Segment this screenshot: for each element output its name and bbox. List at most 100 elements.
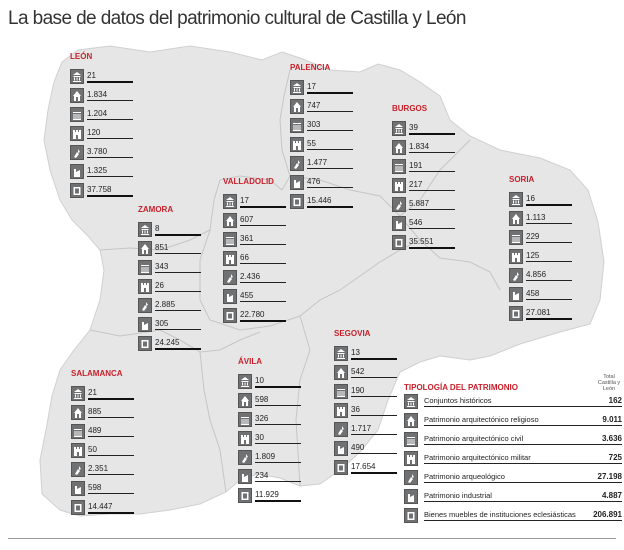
value-label: 5.887 bbox=[409, 199, 455, 210]
value-label: 21 bbox=[87, 71, 133, 83]
religioso-icon bbox=[238, 393, 252, 408]
value-row: 305 bbox=[138, 315, 201, 334]
civil-icon bbox=[138, 260, 152, 275]
value-row: 66 bbox=[223, 249, 286, 268]
value-label: 1.834 bbox=[409, 142, 455, 153]
religioso-icon bbox=[404, 413, 418, 428]
value-row: 11.929 bbox=[238, 486, 301, 505]
value-label: 30 bbox=[255, 433, 301, 444]
value-label: 458 bbox=[526, 289, 572, 300]
bienes-muebles-icon bbox=[392, 235, 406, 250]
value-row: 39 bbox=[392, 119, 455, 138]
value-row: 361 bbox=[223, 230, 286, 249]
value-label: 885 bbox=[88, 407, 134, 418]
civil-icon bbox=[290, 118, 304, 133]
value-label: 455 bbox=[240, 291, 286, 302]
value-row: 343 bbox=[138, 258, 201, 277]
value-row: 14.447 bbox=[71, 498, 134, 517]
militar-icon bbox=[70, 126, 84, 141]
value-label: 326 bbox=[255, 414, 301, 425]
value-label: 17 bbox=[240, 196, 286, 208]
legend-label: Patrimonio arquitectónico religioso bbox=[424, 415, 603, 426]
province-soria: SORIA 16 1.113 229 125 4.856 458 27.081 bbox=[509, 175, 572, 323]
value-row: 21 bbox=[71, 384, 134, 403]
industrial-icon bbox=[70, 164, 84, 179]
value-row: 17.654 bbox=[334, 458, 397, 477]
bienes-muebles-icon bbox=[404, 508, 418, 523]
value-row: 55 bbox=[290, 135, 353, 154]
value-label: 120 bbox=[87, 128, 133, 139]
value-label: 1.204 bbox=[87, 109, 133, 120]
value-row: 8 bbox=[138, 220, 201, 239]
value-row: 303 bbox=[290, 116, 353, 135]
legend-total: 9.011 bbox=[602, 415, 622, 426]
religioso-icon bbox=[70, 88, 84, 103]
value-row: 26 bbox=[138, 277, 201, 296]
value-row: 50 bbox=[71, 441, 134, 460]
industrial-icon bbox=[238, 469, 252, 484]
value-row: 10 bbox=[238, 372, 301, 391]
value-row: 598 bbox=[71, 479, 134, 498]
value-row: 35.551 bbox=[392, 233, 455, 252]
conjuntos-historicos-icon bbox=[290, 80, 304, 95]
value-row: 885 bbox=[71, 403, 134, 422]
province-name: VALLADOLID bbox=[223, 177, 274, 186]
religioso-icon bbox=[334, 365, 348, 380]
province-values: 16 1.113 229 125 4.856 458 27.081 bbox=[509, 190, 572, 323]
conjuntos-historicos-icon bbox=[238, 374, 252, 389]
value-row: 2.351 bbox=[71, 460, 134, 479]
value-row: 1.325 bbox=[70, 162, 133, 181]
value-label: 125 bbox=[526, 251, 572, 262]
industrial-icon bbox=[509, 287, 523, 302]
value-row: 1.834 bbox=[70, 86, 133, 105]
province-name: ZAMORA bbox=[138, 205, 174, 214]
legend-header: TIPOLOGÍA DEL PATRIMONIO Total Castilla … bbox=[404, 374, 622, 392]
legend-label: Bienes muebles de instituciones eclesiás… bbox=[424, 510, 594, 521]
value-row: 476 bbox=[290, 173, 353, 192]
religioso-icon bbox=[223, 213, 237, 228]
value-row: 2.885 bbox=[138, 296, 201, 315]
militar-icon bbox=[71, 443, 85, 458]
value-label: 343 bbox=[155, 262, 201, 273]
civil-icon bbox=[334, 384, 348, 399]
legend-panel: TIPOLOGÍA DEL PATRIMONIO Total Castilla … bbox=[404, 374, 622, 525]
value-label: 190 bbox=[351, 386, 397, 397]
value-label: 598 bbox=[255, 395, 301, 406]
value-row: 3.780 bbox=[70, 143, 133, 162]
value-row: 24.245 bbox=[138, 334, 201, 353]
conjuntos-historicos-icon bbox=[334, 346, 348, 361]
value-label: 217 bbox=[409, 180, 455, 191]
value-row: 326 bbox=[238, 410, 301, 429]
value-label: 4.856 bbox=[526, 270, 572, 281]
province-border bbox=[99, 69, 291, 251]
legend-title: TIPOLOGÍA DEL PATRIMONIO bbox=[404, 383, 518, 392]
arqueologico-icon bbox=[509, 268, 523, 283]
value-label: 27.081 bbox=[526, 308, 572, 320]
value-label: 1.834 bbox=[87, 90, 133, 101]
bienes-muebles-icon bbox=[223, 308, 237, 323]
legend-row: Patrimonio arquitectónico civil 3.636 bbox=[404, 430, 622, 449]
value-label: 10 bbox=[255, 376, 301, 388]
value-row: 17 bbox=[290, 78, 353, 97]
value-label: 22.780 bbox=[240, 310, 286, 322]
legend-total: 27.198 bbox=[597, 472, 622, 483]
value-row: 598 bbox=[238, 391, 301, 410]
conjuntos-historicos-icon bbox=[138, 222, 152, 237]
value-label: 35.551 bbox=[409, 237, 455, 249]
value-label: 39 bbox=[409, 123, 455, 135]
arqueologico-icon bbox=[223, 270, 237, 285]
legend-row: Patrimonio arqueológico 27.198 bbox=[404, 468, 622, 487]
province-values: 17 607 361 66 2.436 455 22.780 bbox=[223, 192, 286, 325]
province-palencia: PALENCIA 17 747 303 55 1.477 476 15.446 bbox=[290, 63, 353, 211]
value-row: 30 bbox=[238, 429, 301, 448]
value-label: 17.654 bbox=[351, 462, 397, 474]
value-label: 1.325 bbox=[87, 166, 133, 177]
value-row: 16 bbox=[509, 190, 572, 209]
value-row: 13 bbox=[334, 344, 397, 363]
value-label: 1.477 bbox=[307, 158, 353, 169]
value-row: 490 bbox=[334, 439, 397, 458]
industrial-icon bbox=[290, 175, 304, 190]
bienes-muebles-icon bbox=[71, 500, 85, 515]
value-label: 1.809 bbox=[255, 452, 301, 463]
value-row: 1.834 bbox=[392, 138, 455, 157]
